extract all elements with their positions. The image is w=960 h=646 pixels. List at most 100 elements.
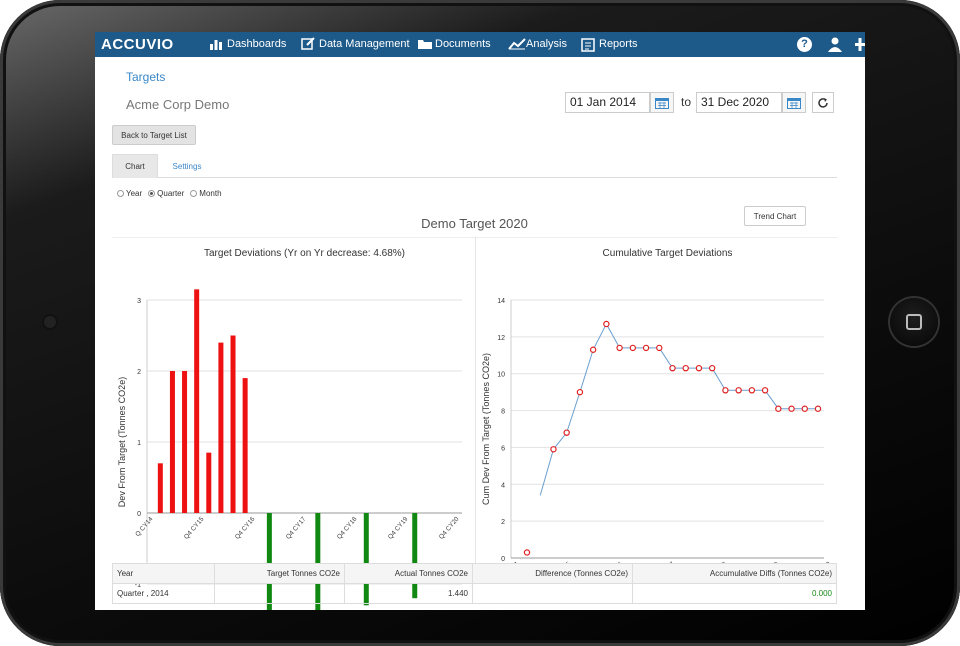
chart-panels [112,237,837,563]
data-point [814,405,822,412]
nav-documents[interactable]: Documents [417,38,491,50]
date-to-label: to [681,95,692,109]
data-point [563,429,570,436]
radio-year[interactable]: Year [117,189,142,198]
back-to-target-list-button[interactable]: Back to Target List [112,125,196,145]
report-icon [581,38,595,52]
nav-analysis-label: Analysis [526,38,567,50]
y-tick-label: 12 [497,335,505,342]
edit-icon [301,37,315,50]
results-table: Year Target Tonnes CO2e Actual Tonnes CO… [112,563,837,604]
data-point [669,364,676,372]
radio-year-dot[interactable] [117,190,124,197]
data-point [761,387,769,394]
x-tick-label: Q4 CY17 [285,516,308,541]
data-point [682,364,689,372]
data-point [603,320,610,328]
data-point [801,405,808,412]
bar [182,371,188,513]
radio-month-dot[interactable] [190,190,198,197]
col-accumulative[interactable]: Accumulative Diffs (Tonnes CO2e) [632,563,837,584]
nav-reports-label: Reports [599,38,638,50]
x-tick-label: Q4 CY18 [336,516,359,541]
date-from-input[interactable]: 01 Jan 2014 [565,92,650,113]
tab-chart[interactable]: Chart [112,154,158,178]
cumulative-line-chart: Cumulative Target Deviations Cum Dev From… [481,248,833,586]
nav-documents-label: Documents [435,38,491,50]
x-tick-label: Q4 CY19 [387,516,410,541]
tab-settings[interactable]: Settings [172,161,202,171]
y-axis-label: Cum Dev From Target (Tonnes CO2e) [481,353,491,505]
y-tick-label: 4 [501,482,505,489]
calendar-to-button[interactable] [782,92,806,113]
data-point [589,346,597,353]
top-navbar: ACCUVIO Dashboards Data Management Docum… [95,32,865,57]
cell-year: Quarter , 2014 [112,583,215,604]
nav-data-management-label: Data Management [319,38,410,50]
data-point [695,364,703,372]
data-point [523,549,531,556]
data-point [775,405,782,412]
data-point [788,405,795,412]
nav-data-management[interactable]: Data Management [301,37,410,50]
y-tick-label: 8 [501,409,505,416]
data-point [708,364,716,372]
panel-divider [475,237,476,563]
user-icon[interactable] [828,37,842,52]
y-tick-label: 2 [501,519,505,526]
radio-quarter[interactable]: Quarter [148,189,184,198]
radio-month-label: Month [199,189,222,198]
data-point [642,344,650,352]
col-actual[interactable]: Actual Tonnes CO2e [344,563,473,584]
nav-reports[interactable]: Reports [581,38,638,52]
nav-dashboards[interactable]: Dashboards [209,38,286,50]
accuvio-logo[interactable]: ACCUVIO [101,36,174,53]
col-year[interactable]: Year [112,563,215,584]
table-header-row: Year Target Tonnes CO2e Actual Tonnes CO… [112,563,837,584]
breadcrumb-targets[interactable]: Targets [126,70,166,84]
home-button[interactable] [890,298,938,346]
page-title: Acme Corp Demo [126,97,230,112]
radio-year-label: Year [126,189,143,198]
trend-chart-button[interactable]: Trend Chart [744,206,806,226]
x-tick-label: Q4 CY15 [183,516,206,541]
bar [206,452,212,513]
line-chart-icon [508,38,526,50]
col-difference[interactable]: Difference (Tonnes CO2e) [472,563,633,584]
refresh-icon [818,97,828,108]
y-tick-label: 10 [497,372,505,379]
cell-accumulative: 0.000 [632,583,837,604]
data-point [629,344,637,352]
data-point [656,344,663,352]
y-tick-label: 14 [497,298,505,305]
calendar-from-button[interactable] [650,92,674,113]
radio-month[interactable]: Month [190,189,222,198]
col-target[interactable]: Target Tonnes CO2e [214,563,345,584]
y-tick-label: 6 [501,445,505,452]
data-point [576,388,584,396]
chart-title: Target Deviations (Yr on Yr decrease: 4.… [204,248,405,259]
bar [412,513,418,599]
cell-actual: 1.440 [344,583,473,604]
date-to-input[interactable]: 31 Dec 2020 [696,92,782,113]
table-row: Quarter , 2014 1.440 0.000 [112,583,837,604]
help-icon[interactable]: ? [797,37,812,52]
data-point [550,446,557,453]
tab-bar: Chart Settings [112,154,837,178]
bar [230,335,236,513]
refresh-button[interactable] [812,92,834,113]
bar [363,513,369,606]
chart-title: Cumulative Target Deviations [603,248,733,259]
bar [169,371,175,513]
y-tick-label: 1 [137,440,141,447]
nav-analysis[interactable]: Analysis [508,38,567,50]
nav-dashboards-label: Dashboards [227,38,287,50]
settings-icon[interactable] [855,38,865,51]
data-point [722,387,729,394]
y-tick-label: 2 [137,369,141,376]
cell-difference [472,583,633,604]
y-tick-label: 3 [137,298,141,305]
bar [218,342,224,513]
radio-quarter-dot[interactable] [148,190,156,197]
calendar-icon [655,97,669,109]
